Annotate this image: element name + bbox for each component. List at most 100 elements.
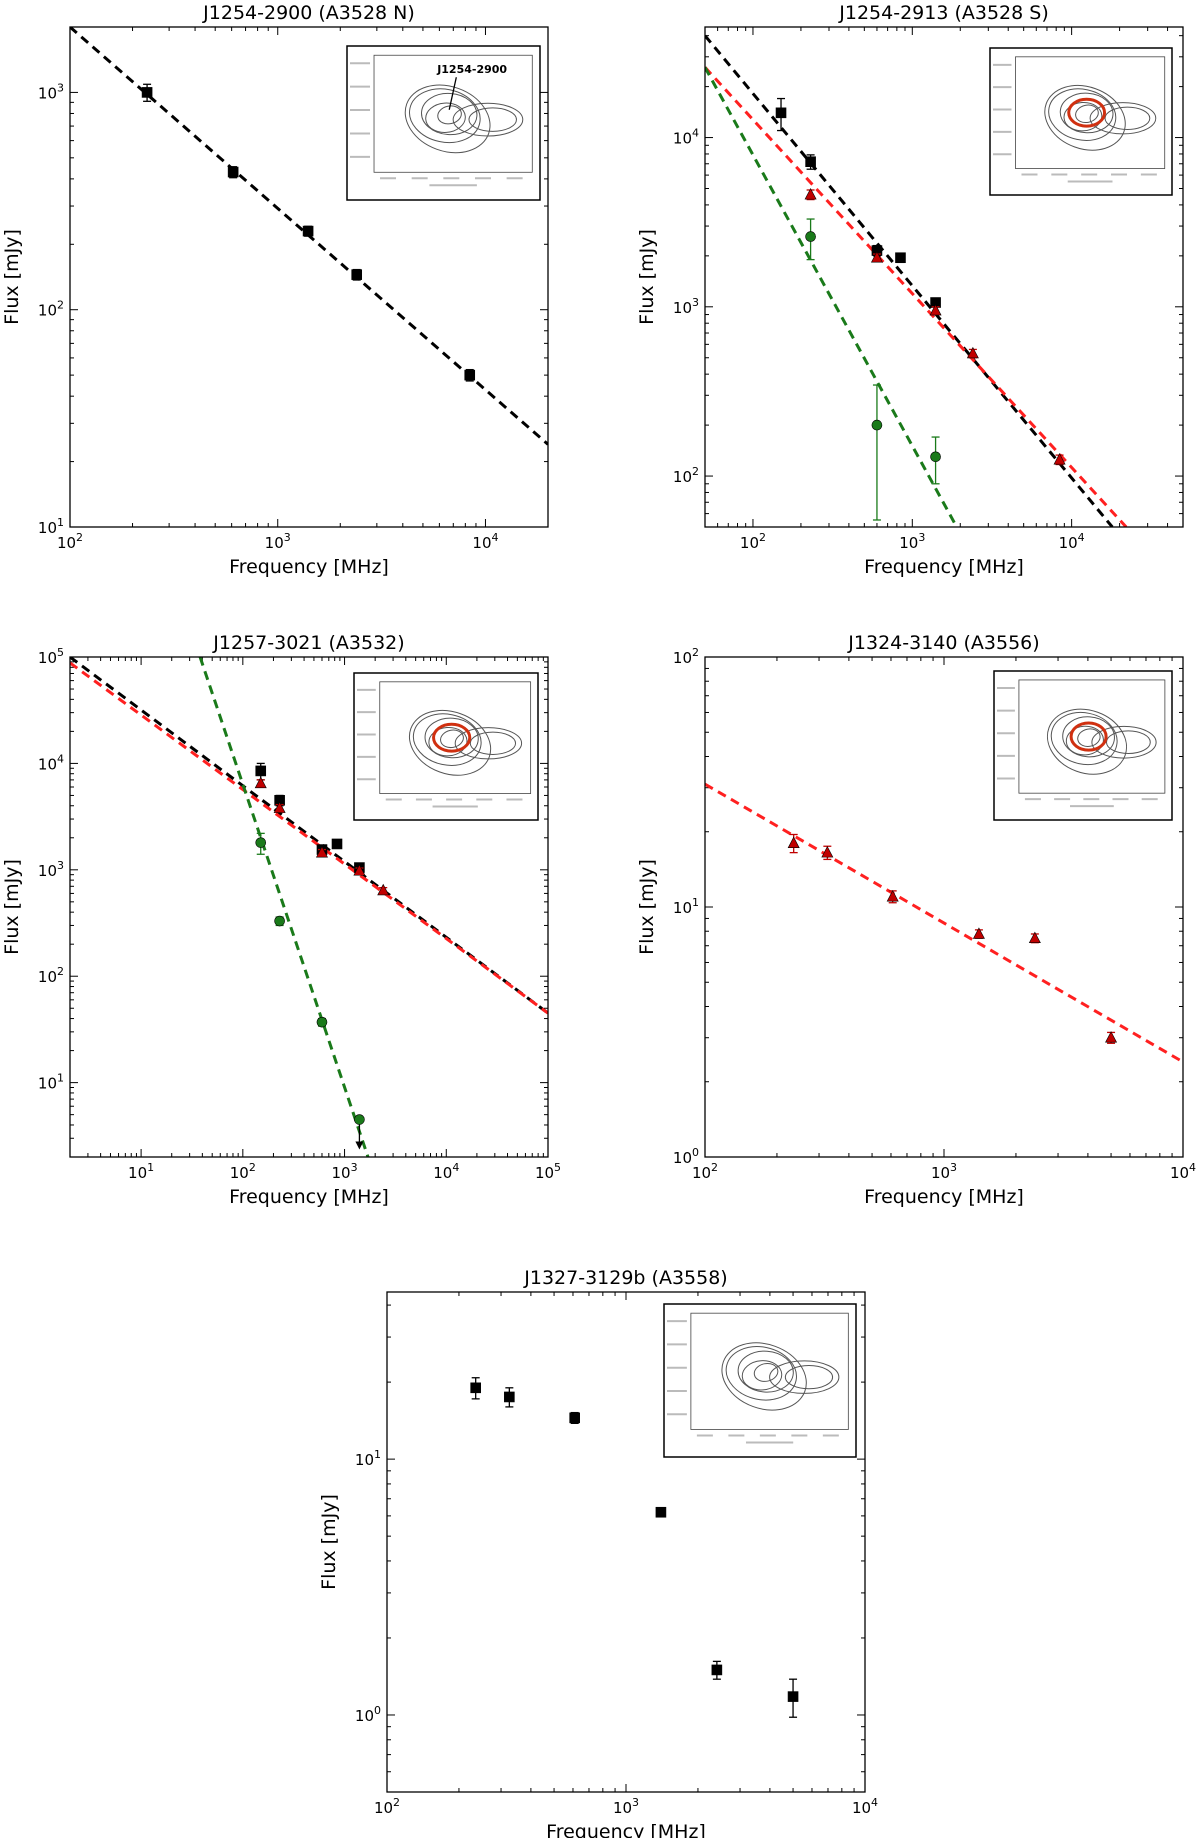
x-tick-label: 103: [931, 1161, 957, 1182]
data-point-circle: [354, 1114, 365, 1125]
fit-line: [705, 34, 1114, 527]
data-point-triangle: [1028, 931, 1041, 944]
y-axis-label: Flux [mJy]: [636, 229, 658, 325]
contour-line: [421, 92, 478, 136]
y-tick-label: 101: [355, 1448, 381, 1469]
contour-line: [725, 1346, 797, 1401]
inset-contour-map: [993, 670, 1173, 821]
contour-line: [784, 1365, 834, 1390]
data-point-triangle: [353, 864, 366, 876]
contour-line: [404, 84, 491, 154]
contour-line: [1063, 101, 1103, 132]
data-point-triangle: [886, 890, 899, 902]
contour-line: [1050, 711, 1118, 766]
x-tick-label: 104: [1059, 531, 1085, 552]
inset-axes: [690, 1312, 849, 1430]
fit-line: [70, 661, 548, 1015]
y-axis-label: Flux [mJy]: [636, 859, 658, 955]
data-point-triangle: [972, 927, 985, 939]
x-tick-label: 104: [852, 1796, 878, 1817]
contour-line: [425, 102, 466, 133]
y-tick-label: 101: [38, 1072, 64, 1093]
plot-area: [705, 34, 1128, 527]
chart-panel-3: J1257-3021 (A3532) 101 102 103 104 105 101 102 1…: [1, 632, 561, 1208]
axes-frame: [704, 656, 1184, 1158]
highlight-contour: [432, 722, 472, 753]
contour-line: [721, 1342, 807, 1411]
data-point-square: [302, 225, 314, 237]
y-tick-label: 102: [673, 465, 699, 486]
contour-line: [408, 709, 492, 776]
x-tick-label: 102: [692, 1161, 718, 1182]
x-tick-label: 103: [265, 531, 291, 552]
highlight-contour: [1069, 721, 1108, 752]
chart-panel-5: J1327-3129b (A3558) 102 103 104 100 101 Freque…: [318, 1267, 878, 1842]
y-tick-label: 103: [673, 296, 699, 317]
fit-line: [705, 782, 1183, 1064]
data-point-square: [470, 1382, 481, 1394]
data-point-triangle: [1105, 1031, 1118, 1043]
inset-axes: [379, 681, 532, 794]
chart-title: J1257-3021 (A3532): [212, 632, 404, 654]
y-axis-label: Flux [mJy]: [1, 229, 23, 325]
inset-axes: [373, 54, 533, 173]
contour-line: [1089, 102, 1157, 135]
data-point-triangle: [787, 836, 800, 848]
x-tick-label: 102: [230, 1161, 256, 1182]
x-tick-label: 102: [740, 531, 766, 552]
inset-source-label: J1254-2900: [436, 63, 507, 76]
contour-line: [1059, 92, 1114, 134]
data-point-square: [569, 1412, 580, 1424]
chart-title: J1327-3129b (A3558): [523, 1267, 727, 1289]
contour-line: [737, 1350, 794, 1393]
data-point-square: [787, 1691, 799, 1702]
contour-line: [1062, 716, 1115, 758]
y-tick-label: 100: [355, 1704, 381, 1725]
inset-contour-map: J1254-2900: [346, 45, 541, 201]
data-point-square: [775, 107, 787, 119]
contour-line: [1075, 104, 1099, 124]
x-tick-label: 102: [57, 531, 83, 552]
highlight-contour: [1067, 97, 1107, 128]
data-point-triangle: [804, 187, 817, 200]
data-point-square: [464, 369, 476, 381]
contour-line: [452, 102, 524, 137]
y-tick-label: 102: [38, 965, 64, 986]
x-axis-label: Frequency [MHz]: [864, 1186, 1024, 1208]
y-tick-label: 100: [673, 1146, 699, 1167]
contour-line: [424, 717, 479, 759]
y-tick-label: 103: [38, 81, 64, 102]
contour-line: [469, 731, 517, 755]
chart-title: J1254-2900 (A3528 N): [202, 2, 415, 24]
data-point-square: [655, 1506, 667, 1518]
contour-line: [1048, 88, 1117, 141]
fit-line: [70, 657, 548, 1015]
x-axis-label: Frequency [MHz]: [546, 1821, 706, 1838]
y-tick-label: 102: [38, 299, 64, 320]
data-point-circle: [255, 837, 267, 848]
inset-contour-map: [663, 1303, 857, 1458]
data-point-triangle: [315, 845, 328, 858]
chart-title: J1324-3140 (A3556): [847, 632, 1039, 654]
data-point-square: [331, 838, 343, 850]
data-point-circle: [871, 419, 883, 431]
inset-axes: [1018, 679, 1166, 794]
chart-title: J1254-2913 (A3528 S): [838, 2, 1048, 24]
x-tick-label: 103: [332, 1161, 358, 1182]
contour-line: [1091, 725, 1157, 759]
y-tick-label: 104: [38, 752, 64, 773]
contour-line: [753, 1362, 779, 1382]
contour-line: [1044, 84, 1126, 151]
data-point-circle: [930, 451, 941, 463]
plot-area: [705, 782, 1183, 1064]
contour-line: [437, 105, 462, 125]
contour-line: [769, 1360, 840, 1394]
y-tick-label: 105: [38, 646, 64, 667]
contour-line: [428, 726, 468, 757]
x-tick-label: 102: [374, 1796, 400, 1817]
y-tick-label: 101: [38, 516, 64, 537]
plot-area: [470, 1377, 799, 1718]
data-point-square: [141, 87, 153, 98]
data-point-square: [805, 156, 816, 168]
